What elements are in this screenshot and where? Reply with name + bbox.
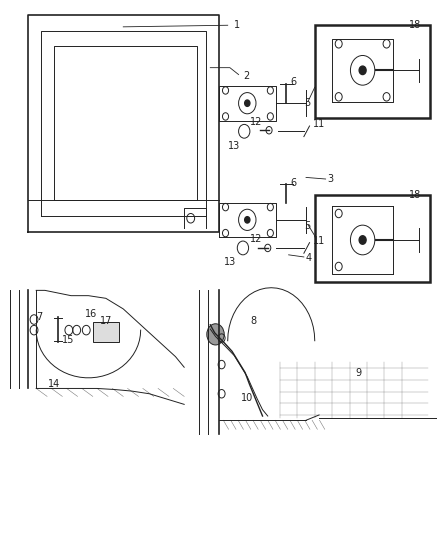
Text: 18: 18: [409, 20, 421, 30]
Bar: [315, 195, 430, 282]
Text: 9: 9: [355, 368, 361, 377]
Text: 12: 12: [250, 117, 262, 127]
Text: 3: 3: [328, 174, 334, 184]
Text: 17: 17: [100, 316, 112, 326]
Text: 10: 10: [241, 393, 254, 403]
Text: 16: 16: [85, 309, 97, 319]
Text: 11: 11: [313, 236, 325, 246]
Bar: [315, 25, 430, 118]
Text: 18: 18: [409, 190, 421, 200]
Text: 1: 1: [234, 20, 240, 30]
Text: 2: 2: [243, 70, 249, 80]
Circle shape: [359, 66, 366, 75]
Circle shape: [245, 216, 250, 223]
Circle shape: [207, 324, 224, 345]
Text: 8: 8: [250, 316, 256, 326]
Text: 12: 12: [250, 234, 262, 244]
Text: 13: 13: [228, 141, 240, 151]
Text: 7: 7: [36, 312, 43, 322]
Text: 14: 14: [47, 379, 60, 389]
Text: 6: 6: [291, 177, 297, 188]
Text: 13: 13: [224, 257, 237, 267]
Text: 15: 15: [62, 335, 74, 345]
Circle shape: [359, 236, 366, 244]
Text: 5: 5: [304, 221, 311, 231]
Text: 5: 5: [304, 98, 311, 108]
Circle shape: [245, 100, 250, 107]
Text: 4: 4: [306, 253, 312, 263]
Text: 6: 6: [291, 77, 297, 87]
Text: 11: 11: [313, 119, 325, 130]
Bar: [93, 321, 119, 342]
